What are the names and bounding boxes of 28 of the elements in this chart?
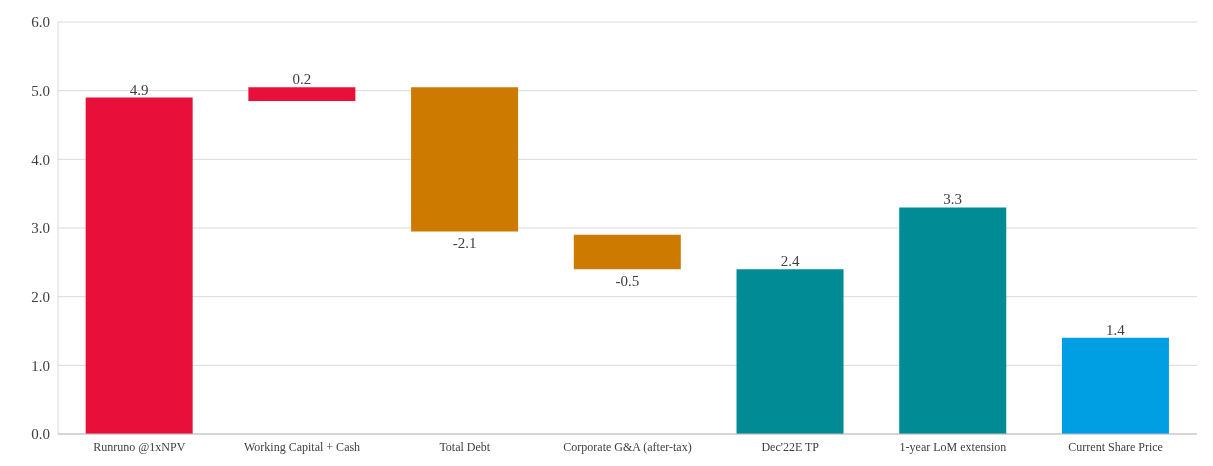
y-tick-label: 2.0: [31, 288, 50, 305]
data-label: 3.3: [943, 191, 963, 208]
x-tick-label: Current Share Price: [1068, 439, 1163, 454]
data-label: 2.4: [780, 253, 800, 270]
y-tick-label: 5.0: [31, 82, 50, 99]
y-tick-label: 0.0: [31, 426, 50, 443]
y-tick-label: 3.0: [31, 220, 50, 237]
x-tick-label: Dec'22E TP: [761, 439, 820, 454]
bar: [1061, 337, 1169, 434]
bar: [899, 207, 1007, 434]
x-tick-label: Corporate G&A (after-tax): [563, 439, 692, 454]
data-label: 0.2: [292, 71, 312, 88]
y-tick-label: 1.0: [31, 357, 50, 374]
x-tick-label: 1-year LoM extension: [899, 439, 1007, 454]
x-tick-label: Runruno @1xNPV: [93, 439, 186, 454]
bar: [573, 234, 681, 270]
y-tick-label: 6.0: [31, 14, 50, 31]
data-label: 1.4: [1106, 321, 1126, 338]
bar: [85, 97, 193, 434]
x-tick-label: Total Debt: [439, 439, 491, 454]
data-label: -0.5: [615, 273, 640, 290]
x-tick-label: Working Capital + Cash: [244, 439, 361, 454]
bar: [736, 269, 844, 434]
data-label: 4.9: [129, 81, 149, 98]
y-tick-label: 4.0: [31, 151, 50, 168]
data-label: -2.1: [452, 235, 477, 252]
bar: [411, 87, 519, 232]
bar: [248, 87, 356, 101]
